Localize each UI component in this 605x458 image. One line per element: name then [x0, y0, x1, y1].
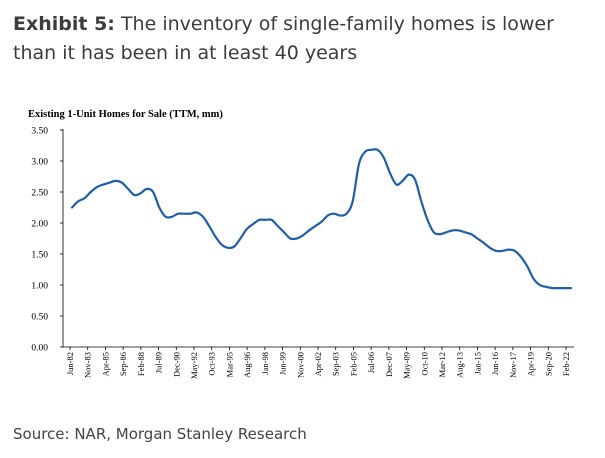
x-tick-label: May-92	[189, 352, 199, 379]
x-tick-label: Dec-90	[171, 352, 181, 377]
x-tick-label: Oct-10	[419, 352, 429, 376]
x-tick-label: Sep-03	[331, 352, 341, 376]
source-note: Source: NAR, Morgan Stanley Research	[13, 425, 307, 443]
y-tick-label: 1.00	[31, 282, 48, 292]
exhibit-headline: The inventory of single-family homes is …	[13, 13, 554, 64]
x-tick-label: Nov-00	[295, 352, 305, 378]
x-tick-label: Aug-13	[455, 352, 465, 378]
x-tick-label: Sep-86	[118, 352, 128, 376]
x-tick-label: Sep-20	[543, 352, 553, 376]
y-tick-label: 1.50	[31, 251, 48, 261]
y-tick-label: 3.00	[31, 158, 48, 168]
x-tick-label: Apr-85	[100, 352, 110, 376]
x-tick-label: Apr-02	[313, 352, 323, 376]
x-tick-label: Dec-07	[384, 352, 394, 377]
x-tick-label: Aug-96	[242, 352, 252, 378]
y-tick-label: 0.00	[31, 344, 48, 354]
x-tick-label: Mar-12	[437, 352, 447, 377]
x-tick-label: Jun-16	[490, 352, 500, 375]
inventory-line-chart: Existing 1-Unit Homes for Sale (TTM, mm)…	[28, 109, 574, 379]
chart-subtitle: Existing 1-Unit Homes for Sale (TTM, mm)	[28, 109, 223, 120]
y-tick-label: 2.50	[31, 189, 48, 199]
x-tick-label: Jan-98	[260, 352, 270, 375]
x-tick-label: Apr-19	[526, 352, 536, 376]
x-tick-label: Oct-93	[207, 352, 217, 376]
x-tick-label: Jun-99	[278, 352, 288, 375]
x-tick-label: Mar-95	[224, 352, 234, 377]
x-tick-label: Nov-83	[83, 352, 93, 378]
series-line	[70, 148, 573, 290]
x-tick-label: Feb-88	[136, 352, 146, 376]
x-tick-label: Jul-89	[154, 352, 164, 373]
x-tick-label: Jan-15	[472, 352, 482, 375]
x-tick-label: May-09	[402, 352, 412, 379]
exhibit-title: Exhibit 5: The inventory of single-famil…	[13, 10, 593, 68]
y-tick-label: 3.50	[31, 127, 48, 137]
x-tick-label: Jun-82	[65, 352, 75, 375]
x-tick-label: Jul-06	[366, 352, 376, 373]
y-axis-ticks: 0.00 0.50 1.00 1.50 2.00 2.50 3.00 3.50	[31, 127, 63, 354]
x-axis-ticks: Jun-82 Nov-83 Apr-85 Sep-86 Feb-88 Jul-89 Dec-…	[65, 347, 571, 379]
x-tick-label: Feb-05	[348, 352, 358, 376]
y-tick-label: 0.50	[31, 313, 48, 323]
exhibit-label: Exhibit 5:	[13, 13, 115, 35]
x-tick-label: Nov-17	[508, 352, 518, 378]
x-tick-label: Feb-22	[561, 352, 571, 376]
y-tick-label: 2.00	[31, 220, 48, 230]
